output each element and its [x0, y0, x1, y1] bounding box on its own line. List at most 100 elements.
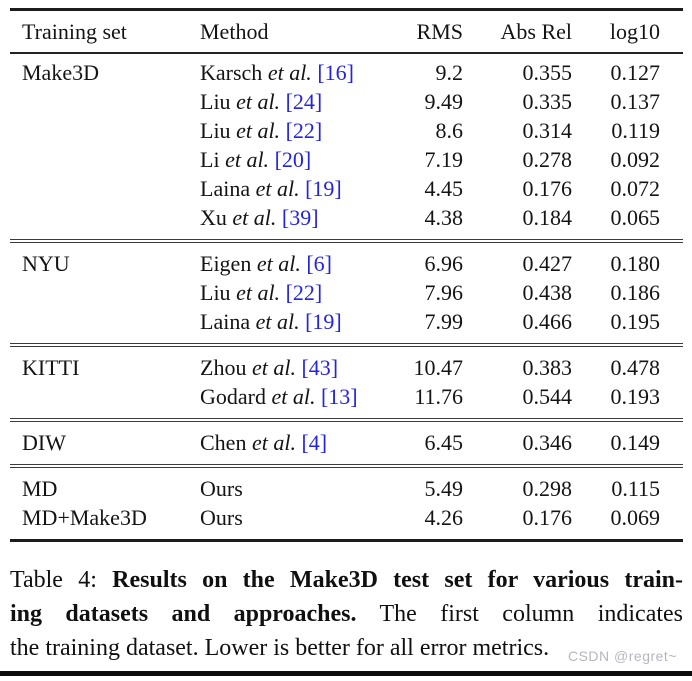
method-cell: Xu et al. [39]: [200, 203, 400, 241]
rms-cell: 7.99: [424, 309, 464, 334]
method-author: Liu: [200, 89, 231, 114]
log10-cell: 0.127: [610, 60, 661, 85]
method-author: Xu: [200, 205, 227, 230]
log10-cell: 0.092: [610, 147, 661, 172]
rms-cell: 11.76: [414, 384, 463, 409]
citation-link[interactable]: [4]: [301, 430, 328, 455]
et-al-text: et al.: [251, 355, 296, 380]
caption-normal-text: the training dataset. Lower is better fo…: [10, 635, 550, 661]
citation-link[interactable]: [19]: [305, 309, 342, 334]
method-cell: Laina et al. [19]: [200, 307, 400, 345]
et-al-text: et al.: [236, 280, 281, 305]
table-row: Li et al. [20] 7.19 0.278 0.092: [10, 145, 683, 174]
log10-cell: 0.115: [583, 464, 683, 503]
results-table-container: Training set Method RMS Abs Rel log10 Ma…: [10, 8, 683, 542]
method-cell: Liu et al. [22]: [200, 278, 400, 307]
et-al-text: et al.: [225, 147, 270, 172]
training-set-cell: [10, 116, 200, 145]
rms-cell: 4.26: [424, 505, 464, 530]
table-row: DIW Chen et al. [4] 6.45 0.346 0.149: [10, 418, 683, 466]
rms-cell: 8.6: [435, 118, 464, 143]
rms-cell: 10.47: [400, 343, 473, 382]
et-al-text: et al.: [236, 89, 281, 114]
citation-link[interactable]: [22]: [285, 280, 323, 305]
rms-cell: 4.45: [424, 176, 464, 201]
log10-cell: 0.186: [610, 280, 661, 305]
et-al-text: et al.: [251, 430, 296, 455]
citation-link[interactable]: [24]: [285, 89, 323, 114]
training-set-cell: MD+Make3D: [22, 505, 147, 530]
et-al-text: et al.: [232, 205, 277, 230]
method-cell: Ours: [200, 464, 400, 503]
method-author: Chen: [200, 430, 247, 455]
table-row: Laina et al. [19] 4.45 0.176 0.072: [10, 174, 683, 203]
abs-rel-cell: 0.176: [522, 505, 573, 530]
training-set-cell: [10, 174, 200, 203]
method-author: Laina: [200, 309, 251, 334]
caption-normal-text: The first column indicates: [356, 601, 684, 627]
table-row: Laina et al. [19] 7.99 0.466 0.195: [10, 307, 683, 345]
method-author: Liu: [200, 118, 231, 143]
abs-rel-cell: 0.466: [522, 309, 573, 334]
log10-cell: 0.195: [610, 309, 661, 334]
rms-cell: 9.49: [424, 89, 464, 114]
caption-label: Table 4:: [10, 567, 113, 593]
col-header-abs-rel: Abs Rel: [473, 9, 583, 54]
abs-rel-cell: 0.544: [522, 384, 573, 409]
citation-link[interactable]: [43]: [301, 355, 339, 380]
method-author: Eigen: [200, 251, 252, 276]
training-set-cell: NYU: [10, 239, 200, 278]
table-row: Xu et al. [39] 4.38 0.184 0.065: [10, 203, 683, 241]
method-author: Karsch: [200, 60, 263, 85]
et-al-text: et al.: [255, 176, 300, 201]
method-cell: Eigen et al. [6]: [200, 239, 400, 278]
method-cell: Li et al. [20]: [200, 145, 400, 174]
table-row: Liu et al. [22] 8.6 0.314 0.119: [10, 116, 683, 145]
training-set-cell: DIW: [10, 418, 200, 466]
log10-cell: 0.137: [610, 89, 661, 114]
caption-line-1: Table 4: Results on the Make3D test set …: [10, 563, 683, 597]
col-header-training-set: Training set: [10, 9, 200, 54]
training-set-cell: [10, 203, 200, 241]
citation-link[interactable]: [19]: [305, 176, 342, 201]
table-row: Liu et al. [24] 9.49 0.335 0.137: [10, 87, 683, 116]
citation-link[interactable]: [16]: [317, 60, 354, 85]
method-cell: Laina et al. [19]: [200, 174, 400, 203]
results-table: Training set Method RMS Abs Rel log10 Ma…: [10, 8, 683, 542]
training-set-cell: MD: [10, 464, 200, 503]
citation-link[interactable]: [22]: [285, 118, 323, 143]
header-row: Training set Method RMS Abs Rel log10: [10, 9, 683, 54]
col-header-log10: log10: [583, 9, 683, 54]
table-row: Liu et al. [22] 7.96 0.438 0.186: [10, 278, 683, 307]
training-set-cell: [10, 87, 200, 116]
training-set-cell: Make3D: [22, 60, 99, 85]
abs-rel-cell: 0.355: [522, 60, 573, 85]
table-row: Godard et al. [13] 11.76 0.544 0.193: [10, 382, 683, 420]
method-author: Li: [200, 147, 220, 172]
method-cell: Liu et al. [22]: [200, 116, 400, 145]
col-header-method: Method: [200, 9, 400, 54]
method-author: Laina: [200, 176, 251, 201]
table-row: Make3D Karsch et al. [16] 9.2 0.355 0.12…: [10, 53, 683, 87]
abs-rel-cell: 0.176: [522, 176, 573, 201]
et-al-text: et al.: [271, 384, 316, 409]
caption-bold-text: Results on the Make3D test set for vario…: [112, 567, 684, 593]
rms-cell: 9.2: [435, 60, 464, 85]
rms-cell: 7.96: [424, 280, 464, 305]
log10-cell: 0.180: [583, 239, 683, 278]
method-cell: Godard et al. [13]: [200, 382, 400, 420]
log10-cell: 0.193: [610, 384, 661, 409]
citation-link[interactable]: [6]: [306, 251, 332, 276]
table-row: MD Ours 5.49 0.298 0.115: [10, 464, 683, 503]
method-cell: Ours: [200, 503, 400, 541]
abs-rel-cell: 0.427: [473, 239, 583, 278]
citation-link[interactable]: [13]: [320, 384, 358, 409]
citation-link[interactable]: [20]: [274, 147, 312, 172]
table-row: KITTI Zhou et al. [43] 10.47 0.383 0.478: [10, 343, 683, 382]
method-author: Godard: [200, 384, 266, 409]
log10-cell: 0.119: [611, 118, 660, 143]
et-al-text: et al.: [256, 251, 301, 276]
abs-rel-cell: 0.314: [522, 118, 573, 143]
citation-link[interactable]: [39]: [281, 205, 319, 230]
abs-rel-cell: 0.184: [522, 205, 573, 230]
